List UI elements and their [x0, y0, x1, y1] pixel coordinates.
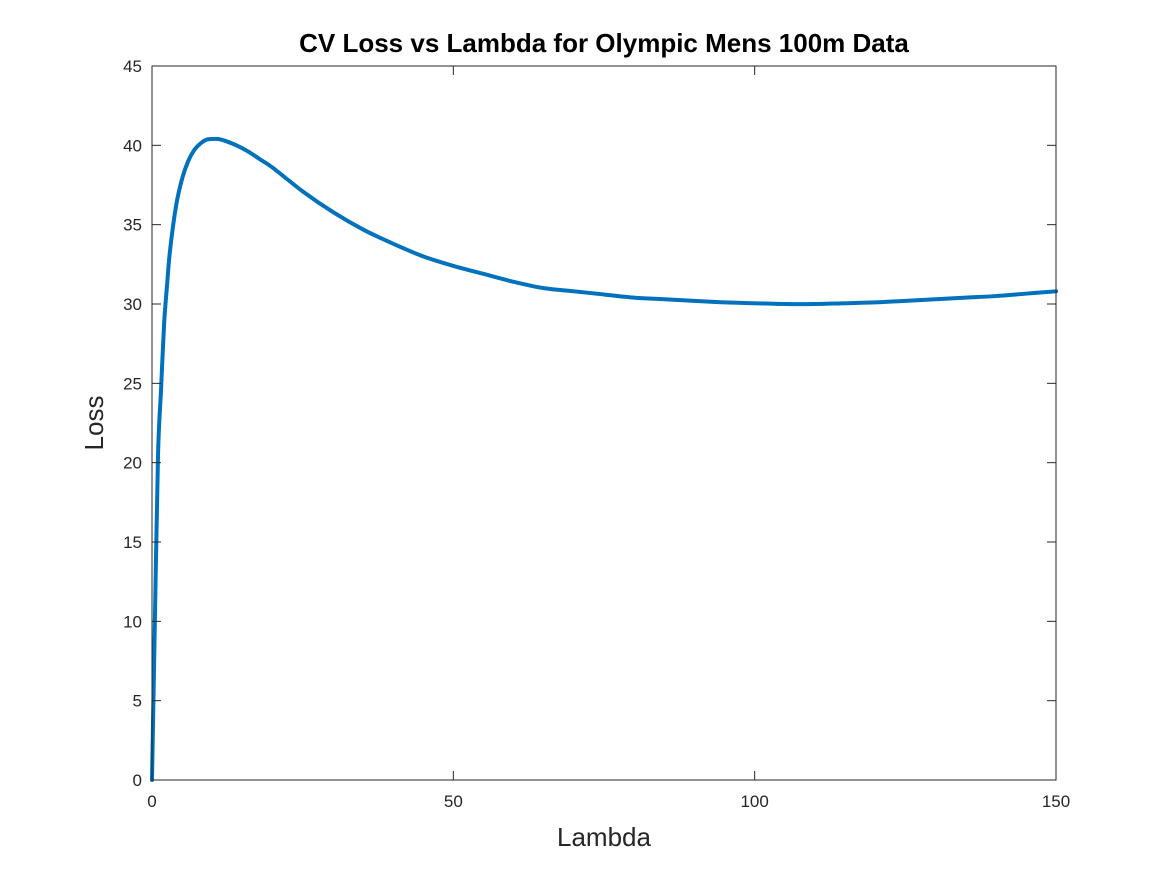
x-tick-label: 50: [444, 792, 463, 811]
axis-ticks: 0 50 100 150 0 5 10 15 20 25 30 35 40 45: [123, 57, 1070, 811]
y-tick-label: 45: [123, 57, 142, 76]
y-tick-label: 5: [133, 692, 142, 711]
y-tick-label: 30: [123, 295, 142, 314]
y-tick-label: 25: [123, 374, 142, 393]
y-tick-label: 0: [133, 771, 142, 790]
cv-loss-series-line: [150, 136, 1058, 782]
plot-area-border: [151, 65, 1057, 781]
x-tick-label: 0: [147, 792, 156, 811]
x-tick-label: 100: [740, 792, 768, 811]
y-tick-label: 10: [123, 612, 142, 631]
y-axis-label: Loss: [79, 396, 109, 451]
y-tick-label: 35: [123, 216, 142, 235]
x-tick-label: 150: [1042, 792, 1070, 811]
chart-title: CV Loss vs Lambda for Olympic Mens 100m …: [299, 28, 909, 58]
y-tick-label: 40: [123, 136, 142, 155]
y-tick-label: 20: [123, 454, 142, 473]
series-layer: [150, 136, 1058, 782]
x-axis-label: Lambda: [557, 822, 651, 852]
y-tick-label: 15: [123, 533, 142, 552]
